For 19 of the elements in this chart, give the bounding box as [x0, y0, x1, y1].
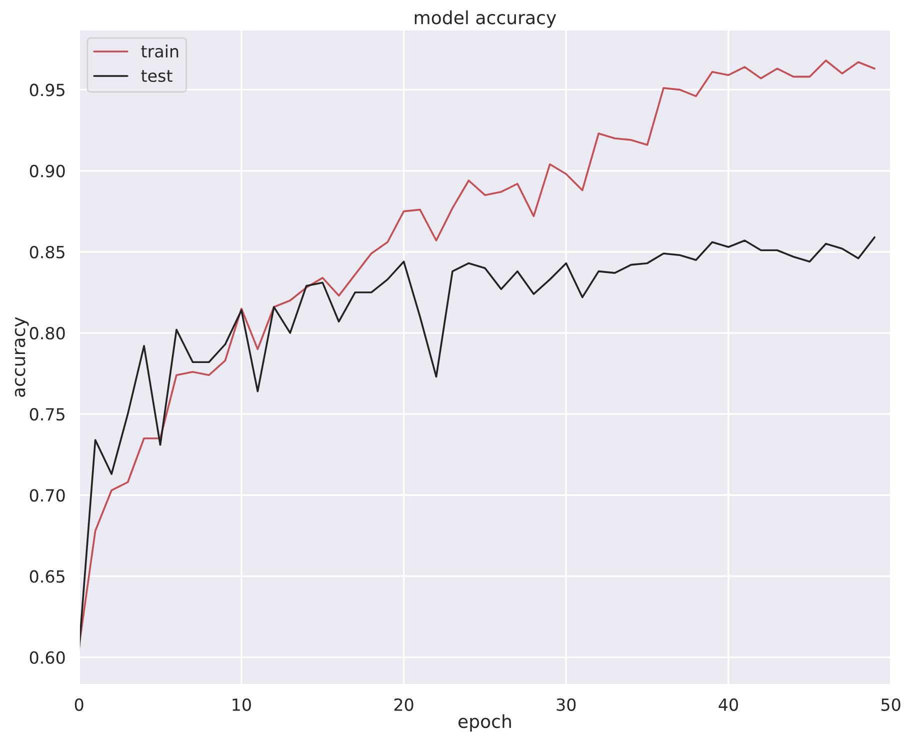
y-tick-label: 0.70 [30, 489, 65, 502]
chart-title: model accuracy [414, 10, 556, 28]
x-axis-title: epoch [458, 714, 511, 732]
y-tick-label: 0.95 [30, 84, 64, 96]
y-tick-label: 0.90 [30, 164, 65, 178]
x-tick-label: 40 [718, 698, 738, 711]
x-tick-label: 10 [232, 698, 251, 711]
x-tick-label: 50 [882, 698, 900, 711]
x-tick-label: 0 [74, 698, 84, 711]
x-tick-label: 30 [556, 698, 576, 711]
legend-label: test [141, 70, 172, 82]
y-tick-label: 0.60 [30, 651, 65, 664]
y-tick-label: 0.65 [30, 570, 64, 583]
y-tick-label: 0.75 [30, 408, 64, 421]
y-tick-label: 0.80 [30, 326, 65, 340]
y-axis-title: accuracy [14, 317, 29, 397]
legend-label: train [141, 44, 178, 58]
x-tick-label: 20 [394, 698, 414, 711]
y-tick-label: 0.85 [30, 246, 64, 258]
